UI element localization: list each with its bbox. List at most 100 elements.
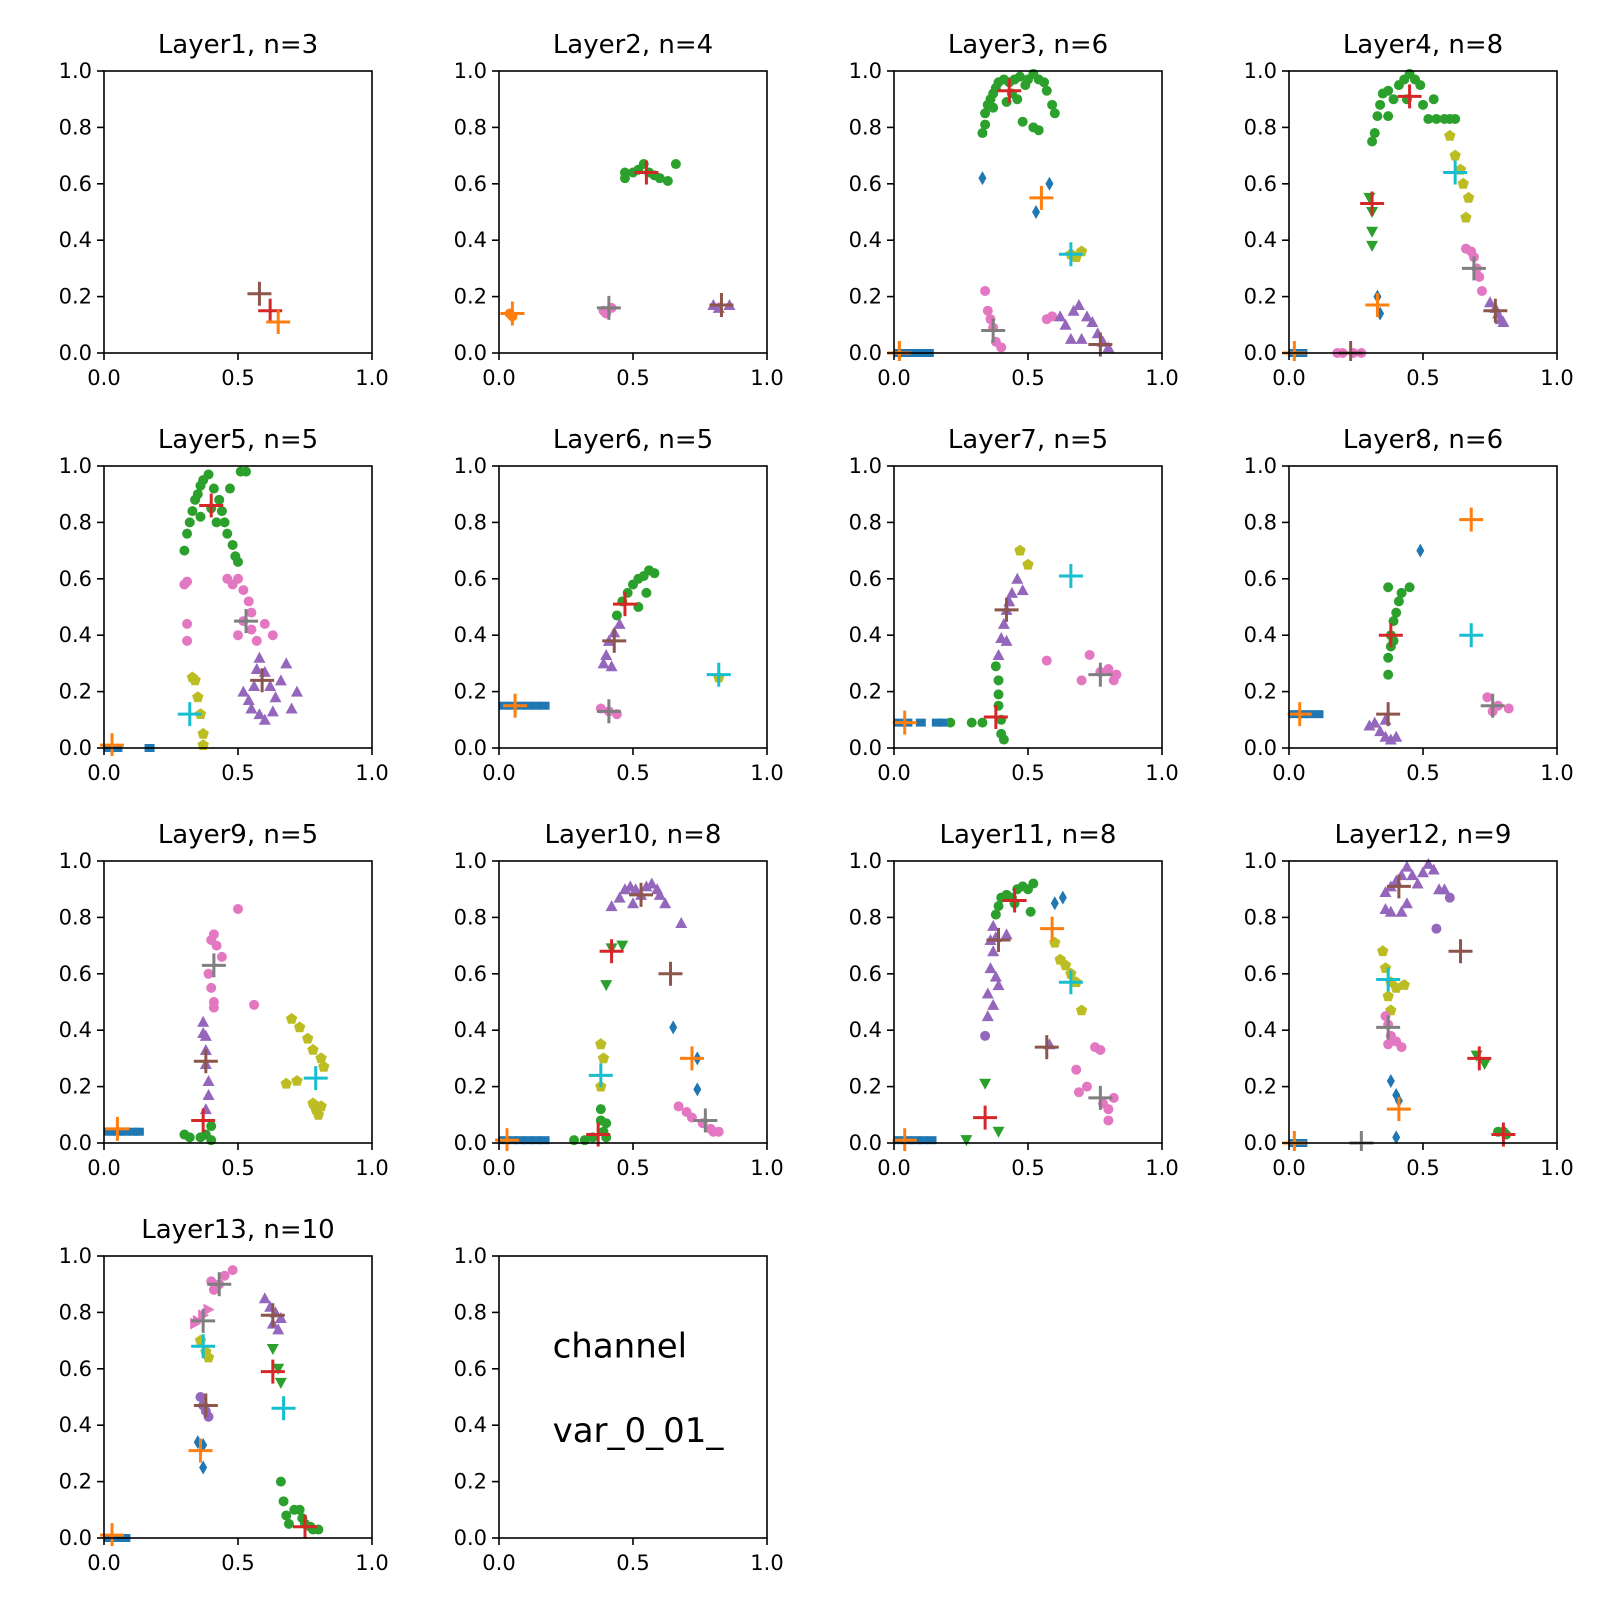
data-point-purple-triangle: [1016, 584, 1029, 596]
data-point-purple-triangle: [984, 962, 997, 974]
data-point-olive-pentagon: [1462, 191, 1475, 203]
data-point-green-circle: [990, 909, 1001, 920]
cluster-center-marker: [599, 939, 624, 964]
cluster-center-marker: [193, 1393, 218, 1418]
cluster-center-marker: [1002, 888, 1027, 913]
y-tick-label: 0.2: [59, 1075, 92, 1099]
data-point-purple-triangle: [989, 970, 1002, 982]
cluster-center-marker: [303, 1066, 328, 1091]
x-tick-label: 0.0: [482, 366, 515, 390]
data-point-olive-pentagon: [1460, 211, 1472, 223]
data-point-green-circle: [993, 675, 1004, 686]
data-point-olive-pentagon: [1075, 1004, 1088, 1016]
axes-frame: [893, 860, 1163, 1144]
data-point-purple-circle: [1431, 923, 1442, 934]
plot-area: [1287, 507, 1514, 745]
y-tick-label: 0.6: [1244, 172, 1277, 196]
data-point-purple-triangle: [645, 877, 658, 889]
subplot-title: Layer10, n=8: [545, 820, 722, 850]
data-point-purple-triangle: [997, 617, 1010, 629]
y-tick-label: 0.4: [1244, 1018, 1277, 1042]
data-point-purple-triangle: [202, 1074, 215, 1086]
x-tick-label: 0.5: [1011, 366, 1044, 390]
data-point-green-circle: [619, 167, 630, 178]
x-tick-label: 0.0: [87, 1156, 120, 1180]
data-point-purple-triangle: [250, 663, 263, 675]
cluster-center-marker: [602, 628, 627, 653]
plot-area: [1282, 68, 1510, 361]
data-point-green-circle: [1017, 116, 1028, 127]
data-point-pink-circle: [243, 596, 254, 607]
data-point-purple-triangle: [1072, 299, 1085, 311]
y-tick-label: 0.4: [1244, 623, 1277, 647]
data-point-purple-triangle: [981, 987, 994, 999]
data-point-blue-square: [926, 1136, 937, 1145]
subplot-title: Layer6, n=5: [553, 425, 713, 455]
data-point-pink-circle: [1041, 655, 1052, 666]
cluster-center-marker: [1360, 191, 1385, 216]
data-point-blue-diamond: [1386, 1073, 1395, 1088]
data-point-green-circle: [179, 545, 190, 556]
cluster-center-marker: [1386, 874, 1411, 899]
data-point-green-circle: [1383, 652, 1394, 663]
x-tick-label: 0.5: [221, 761, 254, 785]
subplot-6: Layer6, n=5 0.0 0.5 1.0 0.0 0.2 0.4 0.6 0.8 1.0: [454, 425, 784, 785]
data-point-blue-square: [539, 701, 550, 710]
cluster-center-marker: [1397, 84, 1422, 109]
y-tick-label: 0.4: [849, 228, 882, 252]
axes-frame: [1288, 465, 1558, 749]
data-point-purple-triangle: [1067, 304, 1080, 316]
data-point-green-circle: [1396, 587, 1407, 598]
cluster-center-marker: [596, 295, 621, 320]
data-point-purple-triangle: [245, 702, 258, 714]
cluster-center-marker: [1386, 1097, 1411, 1122]
y-tick-label: 0.6: [1244, 962, 1277, 986]
data-point-purple-triangle: [253, 708, 266, 720]
data-point-blue-square: [1313, 710, 1324, 719]
data-point-green-triangle-down: [1478, 1059, 1491, 1071]
data-point-pink-circle: [1103, 664, 1114, 675]
y-tick-label: 1.0: [849, 59, 882, 83]
y-tick-label: 0.8: [1244, 115, 1277, 139]
data-point-green-triangle-down: [960, 1135, 973, 1147]
cluster-center-marker: [1088, 662, 1113, 687]
data-point-green-triangle-down: [600, 980, 613, 992]
data-point-pink-circle: [996, 342, 1007, 353]
x-tick-label: 1.0: [1145, 366, 1178, 390]
data-point-purple-triangle: [613, 891, 626, 903]
data-point-purple-triangle: [1484, 296, 1496, 308]
y-tick-label: 0.6: [454, 172, 487, 196]
y-tick-label: 0.8: [849, 115, 882, 139]
x-tick-label: 0.0: [482, 1551, 515, 1575]
data-point-green-triangle-down: [979, 1078, 992, 1090]
data-point-pink-circle: [1108, 1092, 1119, 1103]
y-tick-label: 0.8: [59, 115, 92, 139]
data-point-green-circle: [641, 587, 652, 598]
data-point-pink-triangle-right: [203, 1303, 215, 1316]
y-tick-label: 0.0: [1244, 736, 1277, 760]
data-point-purple-triangle: [1422, 857, 1435, 869]
data-point-green-circle: [990, 661, 1001, 672]
data-point-purple-triangle: [987, 998, 1000, 1010]
data-point-green-circle: [241, 466, 252, 477]
data-point-green-circle: [980, 119, 991, 130]
data-point-blue-square: [523, 1136, 534, 1145]
x-tick-label: 1.0: [1540, 761, 1573, 785]
subplot-title: Layer8, n=6: [1343, 425, 1503, 455]
subplot-3: Layer3, n=6 0.0 0.5 1.0 0.0 0.2 0.4 0.6 0.8 1.0: [849, 30, 1179, 390]
data-point-olive-pentagon: [1457, 177, 1469, 189]
x-tick-label: 1.0: [1540, 366, 1573, 390]
data-point-blue-diamond: [1392, 1130, 1401, 1145]
data-point-green-circle: [988, 102, 999, 113]
cluster-center-marker: [199, 493, 224, 518]
data-point-pink-circle: [246, 624, 257, 635]
y-tick-label: 0.4: [454, 1413, 487, 1437]
cluster-center-marker: [207, 1272, 232, 1297]
data-point-olive-pentagon: [192, 691, 204, 703]
y-tick-label: 1.0: [59, 454, 92, 478]
y-tick-label: 0.2: [849, 1075, 882, 1099]
y-tick-label: 0.0: [454, 341, 487, 365]
cluster-center-marker: [266, 309, 291, 334]
data-point-pink-circle: [1071, 1064, 1082, 1075]
data-point-pink-circle: [1081, 1081, 1092, 1092]
